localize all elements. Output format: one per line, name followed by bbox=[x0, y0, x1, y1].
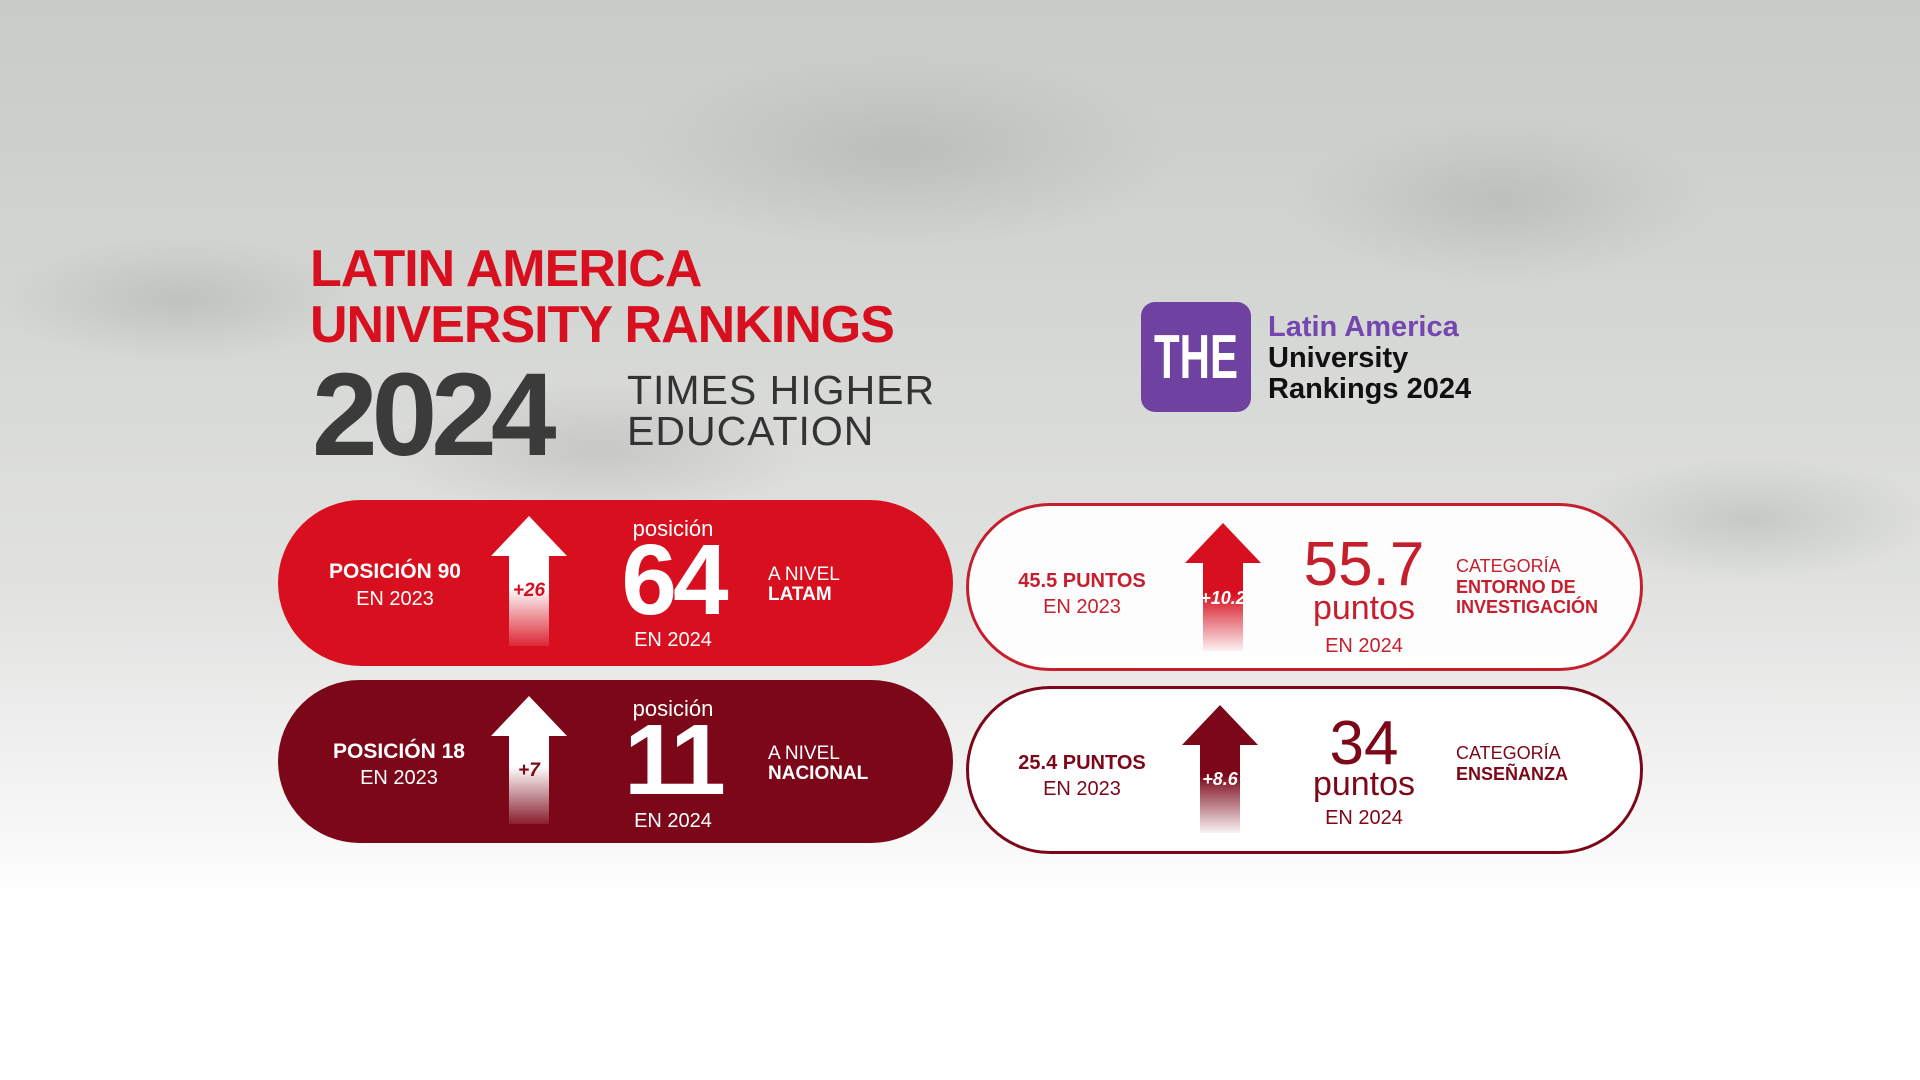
subtitle-line-2: EDUCATION bbox=[627, 408, 875, 454]
up-arrow-icon bbox=[1185, 523, 1261, 651]
logo-line-1: Latin America bbox=[1268, 311, 1459, 343]
subtitle-line-1: TIMES HIGHER bbox=[627, 367, 936, 413]
category-value-line-1: ENTORNO DE bbox=[1456, 577, 1576, 597]
current-position-year: EN 2024 bbox=[634, 810, 712, 832]
current-position-value: 11 bbox=[624, 704, 726, 816]
prev-score-label: 25.4 PUNTOS bbox=[1018, 752, 1146, 774]
category-label: CATEGORÍA bbox=[1456, 743, 1561, 763]
scope-label: A NIVEL bbox=[768, 564, 840, 585]
category-value-line-1: ENSEÑANZA bbox=[1456, 764, 1569, 784]
logo-line-2: University bbox=[1268, 342, 1409, 374]
logo-line-3: Rankings 2024 bbox=[1268, 373, 1472, 405]
up-arrow-icon bbox=[491, 516, 567, 646]
category-value-line-2: INVESTIGACIÓN bbox=[1456, 597, 1599, 617]
the-logo-mark: THE bbox=[1141, 302, 1251, 412]
prev-score-year: EN 2023 bbox=[1043, 778, 1121, 800]
latam-ranking-card: POSICIÓN 90 EN 2023 +26 posición 64 EN 2… bbox=[278, 500, 953, 666]
current-score-value: 34 bbox=[1329, 709, 1399, 778]
current-score-value: 55.7 bbox=[1303, 530, 1425, 599]
scope-value: NACIONAL bbox=[768, 763, 869, 784]
prev-position-year: EN 2023 bbox=[356, 588, 434, 610]
current-score-unit: puntos bbox=[1312, 589, 1416, 627]
scope-value: LATAM bbox=[768, 584, 832, 605]
current-score-unit: puntos bbox=[1312, 765, 1416, 803]
prev-score-year: EN 2023 bbox=[1043, 596, 1121, 618]
prev-position-year: EN 2023 bbox=[360, 767, 438, 789]
current-score-year: EN 2024 bbox=[1325, 807, 1403, 829]
prev-position-label: POSICIÓN 90 bbox=[329, 560, 461, 583]
title-line-1: LATIN AMERICA bbox=[310, 240, 702, 298]
title-line-2: UNIVERSITY RANKINGS bbox=[310, 296, 895, 354]
delta-value: +26 bbox=[512, 580, 546, 601]
the-logo-icon: THE bbox=[1154, 323, 1238, 392]
current-position-year: EN 2024 bbox=[634, 629, 712, 651]
delta-value: +8.6 bbox=[1202, 769, 1238, 789]
delta-value: +7 bbox=[518, 760, 540, 781]
prev-score-label: 45.5 PUNTOS bbox=[1018, 570, 1146, 592]
national-ranking-card: POSICIÓN 18 EN 2023 +7 posición 11 EN 20… bbox=[278, 680, 953, 843]
value-caption: posición bbox=[632, 696, 714, 721]
prev-position-label: POSICIÓN 18 bbox=[333, 740, 465, 763]
up-arrow-icon bbox=[491, 696, 567, 824]
current-position-value: 64 bbox=[621, 524, 728, 636]
teaching-score-card: 25.4 PUNTOS EN 2023 +8.6 34 puntos EN 20… bbox=[966, 686, 1643, 854]
current-score-year: EN 2024 bbox=[1325, 635, 1403, 657]
scope-label: A NIVEL bbox=[768, 743, 840, 764]
value-caption: posición bbox=[632, 516, 714, 541]
title-year: 2024 bbox=[312, 349, 557, 481]
the-logo-text: THE bbox=[1154, 323, 1238, 392]
research-score-card: 45.5 PUNTOS EN 2023 +10.2 55.7 puntos EN… bbox=[966, 503, 1643, 671]
delta-value: +10.2 bbox=[1200, 588, 1246, 608]
category-label: CATEGORÍA bbox=[1456, 556, 1561, 576]
up-arrow-icon bbox=[1182, 705, 1258, 833]
